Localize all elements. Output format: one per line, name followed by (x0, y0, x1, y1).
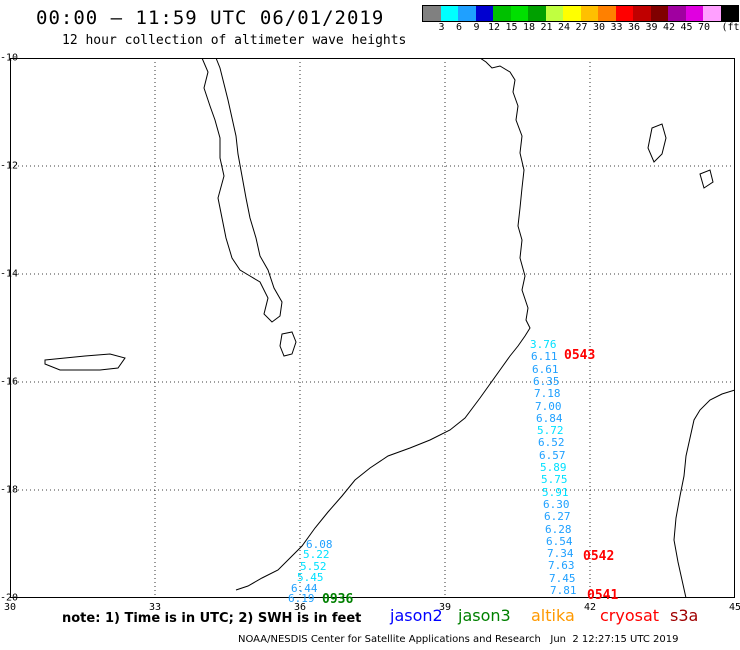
legend-label: 3 (438, 22, 445, 33)
graticule (10, 58, 735, 598)
swh-value: 6.35 (533, 374, 560, 388)
legend-swatch (598, 6, 616, 21)
legend-swatch (458, 6, 476, 21)
map-frame (10, 58, 735, 598)
legend-swatch (563, 6, 581, 21)
data-credit: NOAA/NESDIS Center for Satellite Applica… (238, 634, 679, 645)
legend-swatch (545, 6, 563, 21)
swh-value: 5.45 (297, 571, 324, 584)
legend-swatch (650, 6, 668, 21)
legend-label: 15 (505, 22, 518, 33)
longitude-label: 45 (728, 602, 740, 613)
swh-value: 6.84 (536, 411, 563, 425)
legend-label: 6 (455, 22, 463, 33)
pass-time-0936: 0936 (322, 592, 354, 607)
wave-height-legend (422, 5, 739, 22)
swh-value: 6.27 (544, 510, 571, 524)
swh-value: 7.45 (549, 571, 576, 585)
satellite-legend-item: s3a (670, 606, 699, 625)
longitude-label: 36 (293, 602, 307, 613)
legend-label: 39 (645, 22, 658, 33)
satellite-legend-item: altika (531, 606, 575, 625)
swh-value: 6.52 (538, 436, 565, 450)
map-note: note: 1) Time is in UTC; 2) SWH is in fe… (62, 611, 362, 626)
swh-value: 6.61 (532, 362, 559, 376)
swh-value: 7.18 (534, 387, 561, 401)
legend-label: 45 (680, 22, 693, 33)
legend-label: 24 (557, 22, 571, 33)
legend-label: 18 (522, 22, 536, 33)
swh-value: 6.19 (288, 592, 315, 605)
legend-label: 36 (627, 22, 641, 33)
swh-value: 5.72 (537, 424, 564, 438)
swh-value: 6.08 (306, 538, 333, 551)
satellite-legend-item: cryosat (600, 606, 660, 625)
coastline (44, 58, 735, 598)
latitude-label: -10 (0, 52, 19, 64)
latitude-label: -16 (0, 376, 19, 388)
legend-label: 27 (575, 22, 588, 33)
swh-value: 5.22 (303, 548, 330, 561)
legend-label: 9 (473, 22, 480, 33)
longitude-label: 39 (438, 602, 452, 613)
swh-value: 6.11 (531, 350, 558, 364)
legend-swatch (633, 6, 651, 21)
swh-value: 5.91 (542, 485, 569, 499)
swh-value: 6.54 (546, 534, 573, 548)
legend-unit: (ft) (721, 22, 740, 33)
map-title: 00:00 – 11:59 UTC 06/01/2019 (36, 7, 385, 29)
legend-label: 30 (592, 22, 606, 33)
legend-swatch (528, 6, 546, 21)
legend-swatch (615, 6, 633, 21)
pass-time-0543: 0543 (564, 348, 596, 363)
latitude-label: -14 (0, 268, 19, 280)
swh-value: 7.81 (550, 584, 577, 597)
latitude-label: -20 (0, 592, 19, 604)
longitude-label: 33 (148, 602, 162, 613)
pass-time-0542: 0542 (583, 549, 615, 564)
swh-value: 7.63 (548, 559, 575, 573)
legend-label: 33 (610, 22, 623, 33)
legend-swatch (475, 6, 493, 21)
swh-value: 6.44 (291, 582, 318, 595)
legend-swatch (685, 6, 703, 21)
swh-value: 5.75 (541, 473, 568, 487)
latitude-label: -12 (0, 160, 19, 172)
longitude-label: 42 (583, 602, 597, 613)
legend-label: 42 (662, 22, 676, 33)
swh-value: 7.34 (547, 547, 574, 561)
longitude-label: 30 (3, 602, 17, 613)
swh-value: 3.76 (530, 338, 557, 351)
swh-value: 7.00 (535, 399, 562, 413)
swh-value: 5.89 (540, 461, 567, 474)
latitude-label: -18 (0, 484, 19, 496)
map-subtitle: 12 hour collection of altimeter wave hei… (62, 33, 407, 48)
pass-time-0541: 0541 (587, 588, 619, 603)
legend-swatch (493, 6, 511, 21)
swh-value: 6.30 (543, 497, 570, 511)
legend-swatch (703, 6, 721, 21)
legend-swatch (580, 6, 598, 21)
swh-value: 5.52 (300, 560, 327, 573)
legend-swatch (668, 6, 686, 21)
legend-swatch (510, 6, 528, 21)
swh-value: 6.28 (545, 522, 572, 536)
legend-label: 21 (540, 22, 553, 33)
legend-label: 70 (697, 22, 711, 33)
map-canvas (10, 58, 735, 598)
satellite-legend-item: jason2 (390, 606, 443, 625)
legend-label: 12 (487, 22, 501, 33)
swh-value: 6.57 (539, 448, 566, 462)
legend-swatch (720, 6, 738, 21)
legend-swatch (440, 6, 458, 21)
satellite-legend-item: jason3 (458, 606, 511, 625)
legend-swatch (423, 6, 441, 21)
